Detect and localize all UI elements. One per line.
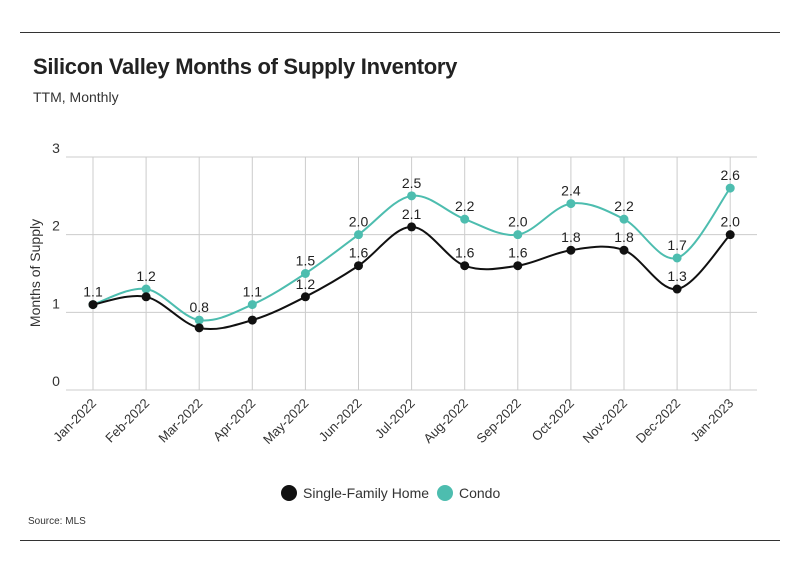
data-label-condo: 2.2 (614, 198, 634, 214)
x-tick-label: Feb-2022 (102, 396, 152, 446)
x-tick-label: Apr-2022 (210, 396, 258, 444)
y-tick-label: 3 (52, 140, 60, 156)
data-label-sfh: 2.1 (402, 206, 422, 222)
data-label-sfh: 1.6 (508, 245, 528, 261)
legend-marker-sfh (281, 485, 297, 501)
data-label-condo: 2.2 (455, 198, 475, 214)
x-tick-label: Dec-2022 (633, 396, 683, 446)
x-tick-label: May-2022 (260, 396, 311, 447)
data-labels: 1.2 1.6 2.1 1.6 1.6 1.8 1.8 1.3 2.0 1.1 1.2 0.8 1.1 1… (83, 167, 740, 315)
data-point-condo (407, 191, 417, 201)
data-point-condo (194, 315, 204, 325)
data-point-sfh (725, 230, 735, 240)
y-tick-label: 1 (52, 295, 60, 311)
data-label-sfh: 1.6 (455, 245, 475, 261)
top-rule (20, 32, 780, 33)
x-tick-label: Sep-2022 (473, 396, 523, 446)
data-point-sfh (88, 300, 98, 310)
data-label-condo: 0.8 (189, 299, 209, 315)
data-label-condo: 1.2 (136, 268, 156, 284)
data-label-sfh: 1.8 (561, 229, 581, 245)
bottom-rule (20, 540, 780, 541)
x-tick-label: Mar-2022 (155, 396, 205, 446)
data-point-condo (725, 183, 735, 193)
data-label-condo: 1.7 (667, 237, 687, 253)
data-point-sfh (300, 292, 310, 302)
y-tick-label: 2 (52, 218, 60, 234)
data-label-condo: 2.0 (508, 214, 528, 230)
x-axis-ticks: Jan-2022 Feb-2022 Mar-2022 Apr-2022 May-2022… (50, 396, 736, 447)
legend-label-condo: Condo (459, 485, 500, 501)
y-axis-ticks: 0 1 2 3 (52, 140, 60, 389)
data-point-condo (354, 230, 363, 240)
data-label-sfh: 1.8 (614, 229, 634, 245)
data-point-condo (300, 269, 310, 278)
data-label-condo: 1.5 (296, 253, 316, 269)
data-label-sfh: 1.3 (667, 268, 687, 284)
data-point-sfh (141, 292, 151, 302)
data-point-sfh (513, 261, 523, 271)
data-label-sfh: 1.2 (296, 276, 316, 292)
data-point-condo (460, 214, 470, 224)
x-tick-label: Oct-2022 (529, 396, 577, 444)
y-axis-label: Months of Supply (27, 219, 43, 327)
data-point-condo (566, 199, 576, 209)
data-point-sfh (566, 245, 576, 255)
x-tick-label: Jan-2022 (50, 396, 99, 445)
x-tick-label: Jan-2023 (687, 396, 736, 445)
chart-subtitle: TTM, Monthly (33, 89, 119, 105)
x-tick-label: Jun-2022 (316, 396, 365, 445)
data-point-sfh (672, 284, 682, 294)
data-label-condo: 2.4 (561, 183, 581, 199)
x-tick-label: Nov-2022 (580, 396, 630, 446)
data-label-condo: 1.1 (243, 284, 263, 300)
legend-label-sfh: Single-Family Home (303, 485, 429, 501)
data-point-condo (619, 214, 629, 224)
chart-title: Silicon Valley Months of Supply Inventor… (33, 54, 458, 79)
data-point-sfh (460, 261, 470, 271)
source-note: Source: MLS (28, 516, 86, 527)
data-point-sfh (354, 261, 363, 271)
data-label-condo: 2.0 (349, 214, 369, 230)
data-label-condo: 1.1 (83, 284, 103, 300)
data-point-sfh (619, 245, 629, 255)
legend: Single-Family Home Condo (281, 485, 500, 501)
data-point-condo (247, 300, 257, 310)
data-label-sfh: 1.6 (349, 245, 369, 261)
data-point-sfh (247, 315, 257, 325)
data-point-sfh (407, 222, 417, 232)
data-point-condo (141, 284, 151, 294)
data-label-condo: 2.6 (720, 167, 740, 183)
y-tick-label: 0 (52, 373, 60, 389)
data-point-condo (513, 230, 523, 240)
legend-marker-condo (437, 485, 453, 501)
series (88, 183, 735, 333)
data-label-sfh: 2.0 (720, 214, 740, 230)
x-tick-label: Aug-2022 (420, 396, 470, 446)
x-tick-label: Jul-2022 (372, 396, 418, 442)
data-point-sfh (194, 323, 204, 333)
data-point-condo (672, 253, 682, 263)
data-label-condo: 2.5 (402, 175, 422, 191)
